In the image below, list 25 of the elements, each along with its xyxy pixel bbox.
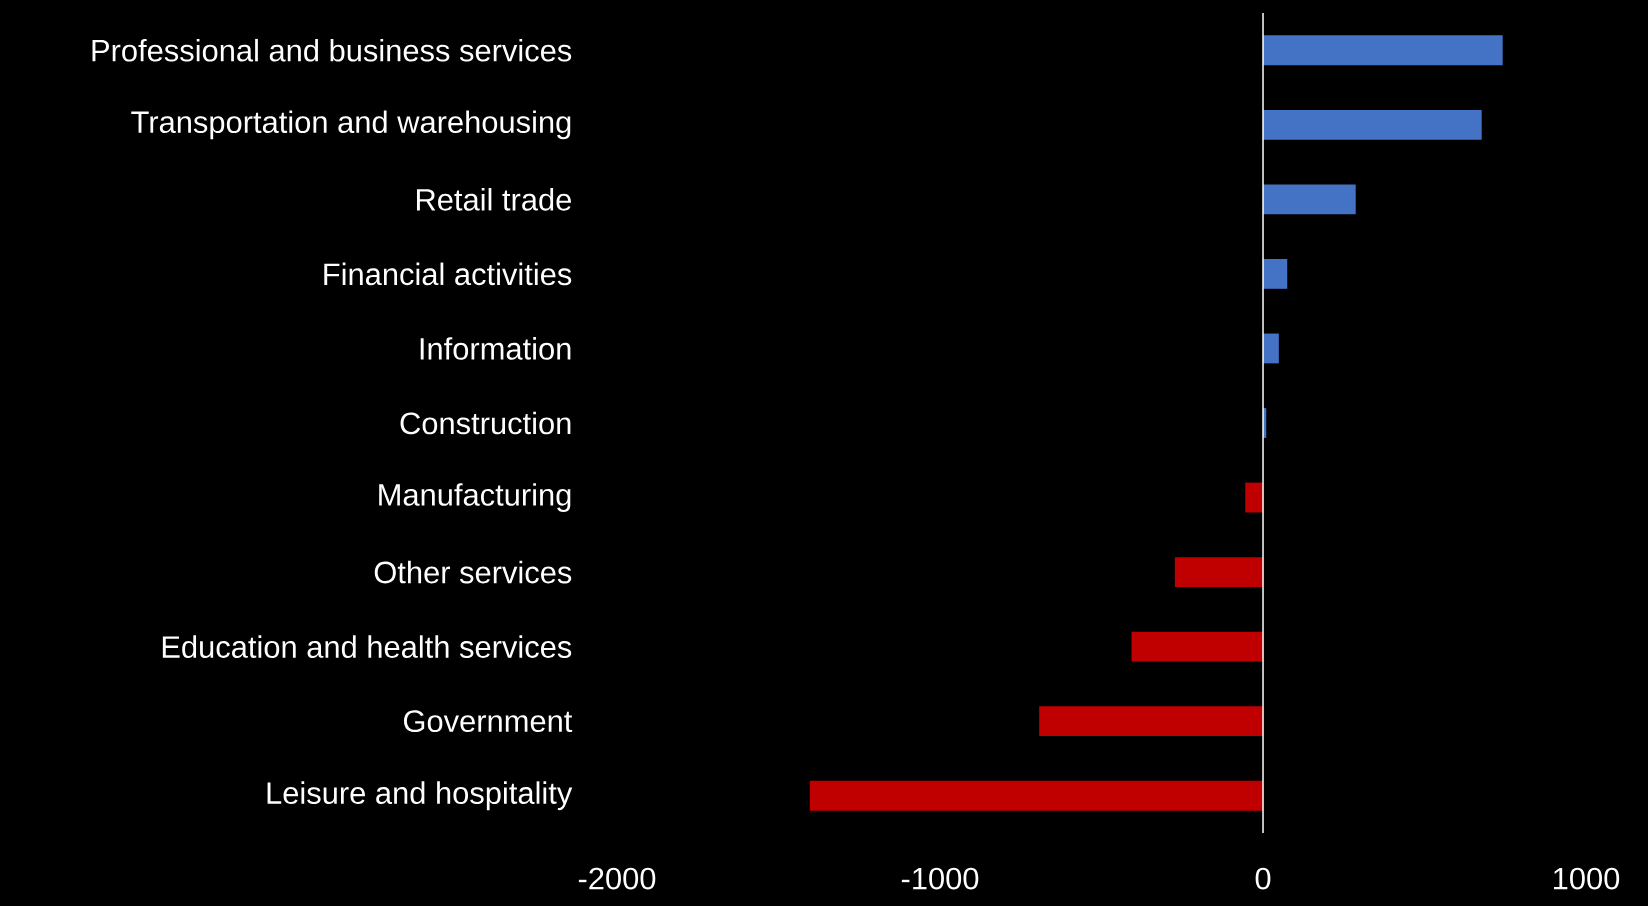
y-tick-label: Manufacturing — [379, 483, 571, 512]
bar — [809, 780, 1264, 811]
bar — [1174, 557, 1264, 587]
y-tick-label: Government — [403, 710, 573, 733]
y-tick-label: Transportation and warehousing — [131, 110, 571, 140]
y-tick-label: Education and health services — [162, 635, 572, 658]
y-tick-label: Construction — [400, 411, 571, 435]
bar — [1263, 259, 1288, 289]
y-tick-label: Financial activities — [324, 262, 572, 286]
x-tick-label: -2000 — [578, 867, 656, 890]
bar — [1131, 631, 1264, 662]
y-tick-label: Other services — [374, 560, 572, 584]
bar — [1263, 35, 1503, 66]
x-tick-label: 1000 — [1554, 867, 1620, 890]
y-tick-label: Retail trade — [416, 188, 571, 211]
bar — [1039, 706, 1264, 737]
y-tick-label: Professional and business services — [92, 38, 572, 62]
x-tick-label: -1000 — [901, 867, 979, 890]
bar — [1245, 482, 1264, 513]
x-tick-label: 0 — [1255, 867, 1271, 890]
bar — [1263, 333, 1279, 364]
y-tick-label: Information — [420, 337, 571, 360]
y-tick-label: Leisure and hospitality — [267, 781, 573, 811]
bar — [1263, 109, 1482, 140]
bar — [1263, 184, 1356, 215]
